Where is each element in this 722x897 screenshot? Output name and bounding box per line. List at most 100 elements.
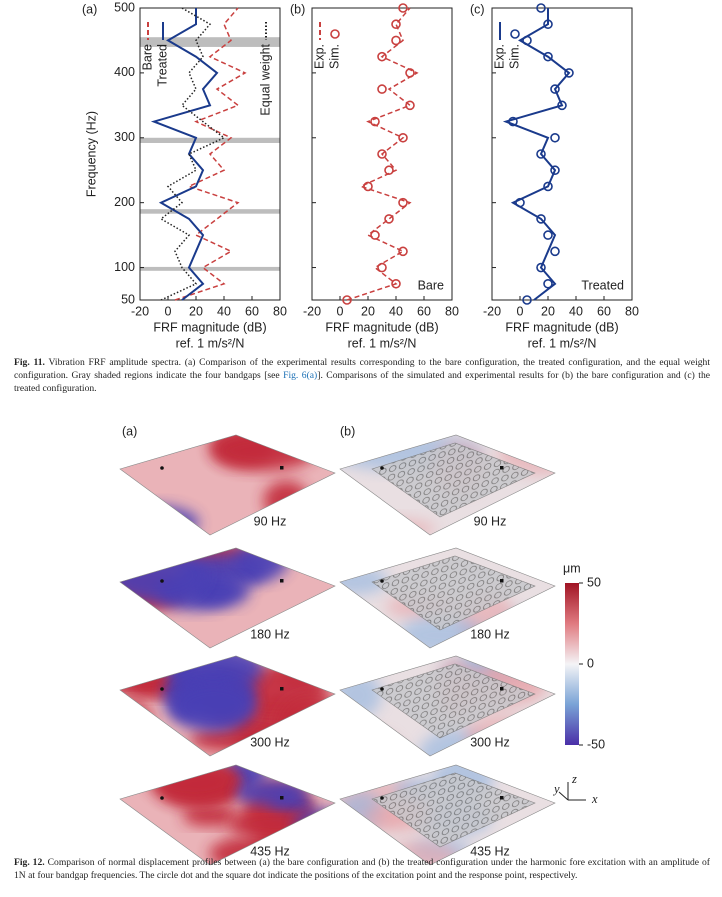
annotation: Bare (418, 278, 444, 292)
plate-edge (339, 764, 556, 866)
excitation-point (380, 466, 384, 470)
sim-point (543, 19, 553, 30)
caption-label: Fig. 11. (14, 357, 45, 368)
displacement-blob (233, 548, 289, 581)
colorbar-tick-label: 50 (587, 575, 601, 589)
axis-letter: z (571, 772, 577, 786)
caption-text: ]. Comparisons of the simulated and expe… (14, 370, 711, 394)
plate-edge (339, 655, 556, 757)
plate-edge (119, 764, 336, 866)
sim-point (377, 51, 387, 62)
bandgap (140, 266, 280, 271)
x-tick-label: 60 (417, 304, 431, 318)
colorbar-tick-label: -50 (587, 737, 605, 751)
plate-edge (119, 547, 336, 649)
panel-label: (b) (340, 424, 355, 438)
sim-point (536, 214, 546, 224)
y-tick-label: 500 (114, 0, 135, 14)
excitation-point (160, 796, 164, 800)
sim-point (543, 181, 553, 192)
sim-point (522, 35, 532, 46)
x-axis-label: FRF magnitude (dB) (325, 320, 438, 334)
sim-point (543, 278, 553, 289)
x-tick-label: 20 (361, 304, 375, 318)
response-point (500, 687, 504, 691)
response-point (280, 687, 284, 691)
sim-point (377, 149, 387, 159)
x-tick-label: 20 (541, 304, 555, 318)
plate (120, 435, 335, 535)
sim-point (398, 132, 408, 143)
response-point (500, 579, 504, 583)
legend-label: Treated (155, 44, 169, 87)
sim-point (550, 165, 560, 176)
frequency-label: 90 Hz (254, 514, 287, 528)
legend-label: Equal weight (258, 43, 272, 115)
plot-frame (491, 7, 633, 301)
response-point (280, 796, 284, 800)
sim-point (557, 100, 567, 111)
caption-text: Vibration FRF amplitude spectra. (a) Com… (14, 357, 710, 381)
sim-point (543, 51, 553, 62)
plate-edge (339, 434, 556, 536)
excitation-point (380, 579, 384, 583)
displacement-blob (340, 730, 403, 756)
y-tick-label: 100 (114, 260, 135, 274)
bandgap (140, 209, 280, 214)
displacement-blob (120, 504, 200, 535)
frequency-label: 300 Hz (470, 735, 510, 749)
y-tick-label: 200 (114, 195, 135, 209)
response-point (280, 579, 284, 583)
x-tick-label: 40 (217, 304, 231, 318)
caption-link[interactable]: Fig. 6(a) (283, 370, 318, 381)
x-axis-label: ref. 1 m/s²/N (348, 336, 417, 350)
lattice (371, 663, 536, 739)
excitation-point (380, 687, 384, 691)
sim-point (536, 3, 546, 13)
sim-point (522, 295, 532, 305)
displacement-blob (294, 809, 335, 843)
displacement-blob (120, 664, 173, 686)
series-line (159, 7, 226, 301)
axis-letter: y (552, 782, 560, 796)
bandgap (140, 137, 280, 143)
displacement-blob (340, 566, 388, 595)
panel-label: (b) (290, 2, 305, 16)
response-point (500, 466, 504, 470)
sim-point (405, 68, 415, 78)
lattice (371, 555, 536, 631)
plot-frame (139, 7, 281, 301)
plate-edge (339, 547, 556, 649)
sim-point (342, 295, 352, 305)
response-point (500, 796, 504, 800)
frequency-label: 180 Hz (470, 627, 510, 641)
sim-point (370, 116, 380, 127)
x-tick-label: 80 (625, 304, 639, 318)
sim-point (398, 3, 408, 13)
displacement-blob (120, 548, 207, 603)
x-tick-label: 0 (165, 304, 172, 318)
legend-label: Bare (140, 44, 154, 70)
sim-point (508, 116, 518, 127)
displacement-blob (120, 700, 152, 737)
sim-point (536, 149, 546, 159)
sim-point (536, 262, 546, 273)
y-tick-label: 300 (114, 130, 135, 144)
frequency-label: 435 Hz (470, 844, 510, 858)
y-axis-label: Frequency (Hz) (84, 111, 98, 197)
x-axis-label: ref. 1 m/s²/N (176, 336, 245, 350)
sim-point (377, 84, 387, 94)
plate-edge (119, 434, 336, 536)
sim-point (391, 19, 401, 30)
sim-point (550, 132, 560, 143)
annotation: Treated (581, 278, 624, 292)
sim-point (543, 230, 553, 240)
frequency-label: 435 Hz (250, 844, 290, 858)
x-tick-label: 60 (597, 304, 611, 318)
excitation-point (160, 687, 164, 691)
lattice (371, 772, 536, 848)
plate-edge (119, 655, 336, 757)
displacement-blob (182, 805, 239, 827)
